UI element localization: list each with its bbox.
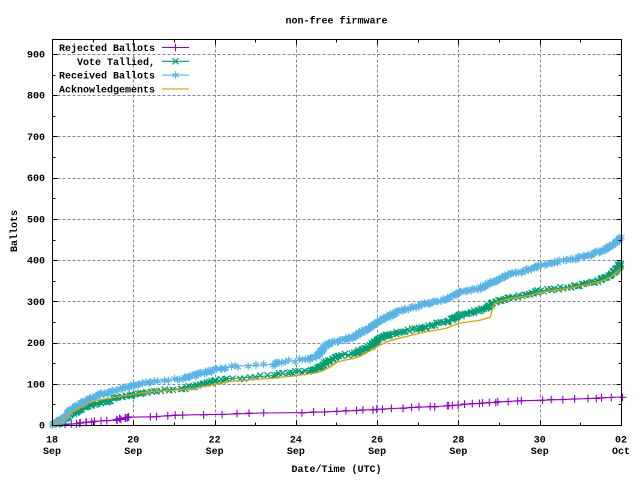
svg-text:800: 800 bbox=[27, 92, 45, 103]
svg-text:600: 600 bbox=[27, 174, 45, 185]
svg-text:02: 02 bbox=[615, 436, 627, 447]
svg-text:18: 18 bbox=[46, 436, 58, 447]
svg-text:Ballots: Ballots bbox=[9, 210, 21, 252]
svg-text:Acknowledgements: Acknowledgements bbox=[59, 84, 155, 96]
svg-text:28: 28 bbox=[452, 436, 464, 447]
svg-text:300: 300 bbox=[27, 298, 45, 309]
svg-text:200: 200 bbox=[27, 339, 45, 350]
svg-text:30: 30 bbox=[534, 436, 546, 447]
svg-text:Sep: Sep bbox=[287, 447, 305, 458]
svg-text:700: 700 bbox=[27, 133, 45, 144]
svg-text:Sep: Sep bbox=[531, 447, 549, 458]
svg-text:500: 500 bbox=[27, 215, 45, 226]
svg-text:Oct: Oct bbox=[612, 447, 630, 458]
svg-text:non-free firmware: non-free firmware bbox=[285, 16, 387, 28]
svg-text:400: 400 bbox=[27, 257, 45, 268]
svg-text:Date/Time (UTC): Date/Time (UTC) bbox=[291, 464, 381, 476]
svg-text:24: 24 bbox=[290, 436, 302, 447]
svg-text:Vote Tallied,: Vote Tallied, bbox=[77, 57, 155, 69]
svg-text:Sep: Sep bbox=[368, 447, 386, 458]
svg-text:Sep: Sep bbox=[124, 447, 142, 458]
svg-text:Sep: Sep bbox=[43, 447, 61, 458]
svg-text:Rejected Ballots: Rejected Ballots bbox=[59, 43, 155, 55]
svg-text:900: 900 bbox=[27, 51, 45, 62]
svg-text:22: 22 bbox=[209, 436, 221, 447]
svg-text:Sep: Sep bbox=[206, 447, 224, 458]
svg-text:100: 100 bbox=[27, 380, 45, 391]
svg-text:26: 26 bbox=[371, 436, 383, 447]
svg-text:0: 0 bbox=[39, 422, 45, 433]
svg-text:20: 20 bbox=[127, 436, 139, 447]
svg-text:Received Ballots: Received Ballots bbox=[59, 71, 155, 83]
svg-text:Sep: Sep bbox=[449, 447, 467, 458]
